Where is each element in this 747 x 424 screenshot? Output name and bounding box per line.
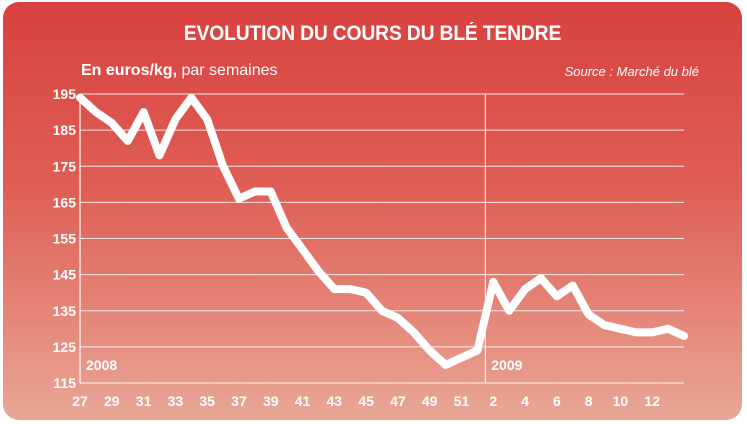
x-tick-label: 31 <box>136 393 152 409</box>
y-tick-label: 165 <box>53 194 77 210</box>
chart-card: EVOLUTION DU COURS DU BLÉ TENDRE En euro… <box>3 2 742 420</box>
x-tick-label: 51 <box>454 393 470 409</box>
x-tick-label: 41 <box>295 393 311 409</box>
x-tick-label: 12 <box>644 393 660 409</box>
y-tick-label: 185 <box>53 122 77 138</box>
x-tick-label: 39 <box>263 393 279 409</box>
source-label: Source : Marché du blé <box>564 64 699 79</box>
y-tick-label: 175 <box>53 158 77 174</box>
x-tick-label: 2 <box>489 393 497 409</box>
x-tick-label: 49 <box>422 393 438 409</box>
x-tick-label: 33 <box>168 393 184 409</box>
x-tick-label: 10 <box>613 393 629 409</box>
chart-subtitle: En euros/kg, par semaines <box>81 62 278 80</box>
x-tick-label: 27 <box>72 393 88 409</box>
y-tick-label: 135 <box>53 303 77 319</box>
x-tick-label: 37 <box>231 393 247 409</box>
y-tick-label: 145 <box>53 267 77 283</box>
y-tick-label: 195 <box>53 86 77 102</box>
year-label: 2009 <box>491 357 522 373</box>
x-tick-label: 6 <box>553 393 561 409</box>
y-tick-label: 155 <box>53 231 77 247</box>
y-tick-label: 115 <box>53 375 76 391</box>
y-tick-label: 125 <box>53 339 77 355</box>
x-tick-label: 43 <box>327 393 343 409</box>
x-tick-label: 4 <box>521 393 529 409</box>
chart-title: EVOLUTION DU COURS DU BLÉ TENDRE <box>183 22 562 45</box>
x-tick-label: 8 <box>585 393 593 409</box>
x-tick-label: 45 <box>358 393 374 409</box>
unit-label: En euros/kg, <box>81 62 178 79</box>
period-label: par semaines <box>177 62 278 79</box>
year-label: 2008 <box>86 357 117 373</box>
x-tick-label: 29 <box>104 393 120 409</box>
x-tick-label: 47 <box>390 393 406 409</box>
price-line <box>76 93 688 369</box>
x-tick-label: 35 <box>199 393 215 409</box>
